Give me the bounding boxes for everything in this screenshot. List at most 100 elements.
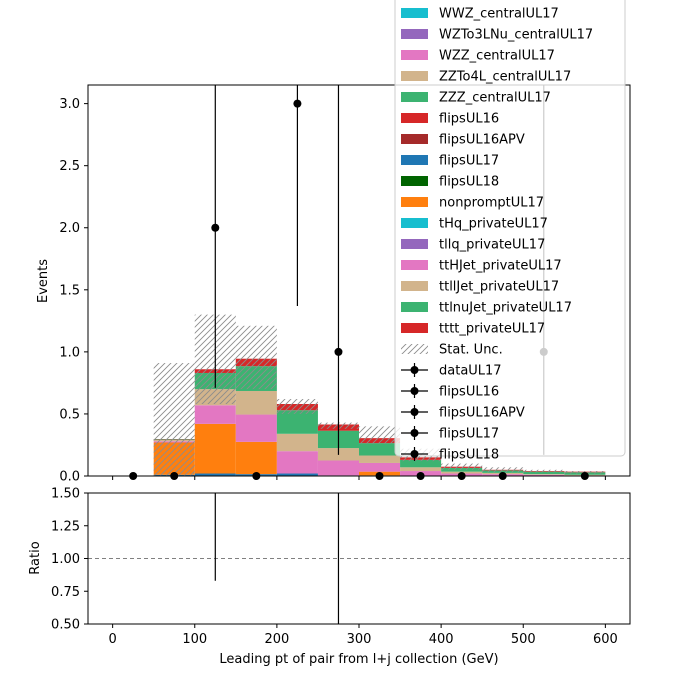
legend-label: ttllJet_privateUL17 bbox=[439, 280, 559, 295]
x-tick-label: 300 bbox=[347, 632, 372, 647]
legend-entry: flipsUL17 bbox=[401, 154, 499, 169]
stack-bar-flipsul17-bin-2 bbox=[194, 473, 236, 476]
legend-marker bbox=[410, 408, 419, 416]
legend-box bbox=[394, 0, 626, 457]
stack-bar-tthjet-privateul17-bin-5 bbox=[317, 460, 359, 476]
legend-marker bbox=[410, 450, 419, 458]
legend-label: WZTo3LNu_centralUL17 bbox=[439, 28, 593, 43]
stack-bar-ttlljet-privateul17-bin-7 bbox=[400, 467, 442, 472]
x-tick-label: 500 bbox=[511, 632, 536, 647]
ratio-y-tick-label: 1.00 bbox=[51, 552, 80, 567]
legend-entry: flipsUL16 bbox=[401, 384, 499, 400]
legend-entry: ZZTo4L_centralUL17 bbox=[401, 70, 571, 85]
stat-unc-band-bin-4 bbox=[276, 399, 318, 414]
main-y-tick-label: 0.0 bbox=[59, 470, 80, 485]
legend-entry: ttHJet_privateUL17 bbox=[401, 259, 562, 274]
stack-bar-tthjet-privateul17-bin-4 bbox=[276, 451, 318, 474]
legend-swatch bbox=[401, 323, 428, 333]
legend-swatch bbox=[401, 302, 428, 312]
stack-bar-tthjet-privateul17-bin-3 bbox=[235, 414, 277, 442]
legend-label: flipsUL17 bbox=[439, 154, 499, 169]
legend-label: ttHJet_privateUL17 bbox=[439, 259, 562, 274]
main-y-tick-label: 0.5 bbox=[59, 407, 80, 422]
x-tick-label: 200 bbox=[264, 632, 289, 647]
legend-label: flipsUL16APV bbox=[439, 133, 525, 148]
legend-entry: flipsUL16APV bbox=[401, 133, 525, 148]
stack-bar-ttlljet-privateul17-bin-6 bbox=[359, 455, 401, 463]
stack-bar-ttlnujet-privateul17-bin-4 bbox=[276, 410, 318, 434]
x-tick-label: 600 bbox=[593, 632, 618, 647]
legend-label: ttlnuJet_privateUL17 bbox=[439, 301, 572, 316]
legend-label: flipsUL16APV bbox=[439, 406, 525, 421]
legend-entry: flipsUL16 bbox=[401, 112, 499, 127]
stack-bar-ttlljet-privateul17-bin-3 bbox=[235, 390, 277, 415]
legend-entry: ttllJet_privateUL17 bbox=[401, 280, 559, 295]
stack-bar-nonpromptul17-bin-3 bbox=[235, 441, 277, 475]
ratio-y-tick-label: 0.75 bbox=[51, 585, 80, 600]
legend-swatch bbox=[401, 239, 428, 249]
legend-entry: ttlnuJet_privateUL17 bbox=[401, 301, 572, 316]
legend-label: nonpromptUL17 bbox=[439, 196, 544, 211]
x-tick-label: 0 bbox=[108, 632, 116, 647]
legend-entry: tttt_privateUL17 bbox=[401, 322, 545, 337]
legend-marker bbox=[410, 429, 419, 437]
legend-hatch-swatch bbox=[401, 344, 428, 354]
stack-bar-nonpromptul17-bin-2 bbox=[194, 423, 236, 474]
x-axis-label: Leading pt of pair from l+j collection (… bbox=[219, 652, 498, 667]
legend-label: WWZ_centralUL17 bbox=[439, 7, 559, 22]
main-y-axis-label: Events bbox=[36, 259, 51, 303]
legend-label: ZZTo4L_centralUL17 bbox=[439, 70, 571, 85]
main-y-tick-label: 3.0 bbox=[59, 97, 80, 112]
x-tick-label: 100 bbox=[182, 632, 207, 647]
ratio-y-axis-label: Ratio bbox=[28, 541, 43, 574]
legend-swatch bbox=[401, 50, 428, 60]
legend-entry: dataUL17 bbox=[401, 363, 502, 379]
legend-entry: WZZ_centralUL17 bbox=[401, 49, 555, 64]
legend-swatch bbox=[401, 197, 428, 207]
legend-swatch bbox=[401, 260, 428, 270]
stack-bar-ttlnujet-privateul17-bin-7 bbox=[400, 459, 442, 468]
legend-entry: WWZ_centralUL17 bbox=[401, 7, 559, 22]
data-point-bin-5 bbox=[334, 347, 343, 356]
stack-bar-ttlnujet-privateul17-bin-10 bbox=[523, 471, 565, 475]
legend-marker bbox=[410, 366, 419, 374]
legend-label: flipsUL18 bbox=[439, 175, 499, 190]
stack-bar-tthjet-privateul17-bin-10 bbox=[523, 474, 565, 476]
legend-entry: nonpromptUL17 bbox=[401, 196, 544, 211]
stat-unc-band-bin-9 bbox=[482, 467, 524, 473]
legend-label: flipsUL18 bbox=[439, 448, 499, 463]
legend-entry: WZTo3LNu_centralUL17 bbox=[401, 28, 593, 43]
legend-swatch bbox=[401, 134, 428, 144]
legend-label: dataUL17 bbox=[439, 364, 502, 379]
legend-label: flipsUL17 bbox=[439, 427, 499, 442]
ratio-y-tick-label: 0.50 bbox=[51, 618, 80, 633]
legend-swatch bbox=[401, 92, 428, 102]
main-y-tick-label: 2.0 bbox=[59, 221, 80, 236]
stack-bar-ttlnujet-privateul17-bin-6 bbox=[359, 443, 401, 456]
legend-swatch bbox=[401, 8, 428, 18]
main-y-tick-label: 2.5 bbox=[59, 159, 80, 174]
stack-bar-tthjet-privateul17-bin-6 bbox=[359, 462, 401, 472]
legend-label: tllq_privateUL17 bbox=[439, 238, 545, 253]
stack-bar-ttlljet-privateul17-bin-10 bbox=[523, 474, 565, 475]
stat-unc-band-bin-10 bbox=[523, 469, 565, 473]
legend-swatch bbox=[401, 155, 428, 165]
data-point-bin-4 bbox=[293, 99, 302, 108]
stack-bar-tthjet-privateul17-bin-2 bbox=[194, 405, 236, 424]
legend-swatch bbox=[401, 29, 428, 39]
ratio-plot-background bbox=[88, 493, 630, 624]
stack-bar-ttlljet-privateul17-bin-4 bbox=[276, 433, 318, 452]
legend: WWZ_centralUL17 WZTo3LNu_centralUL17 WZZ_c… bbox=[394, 0, 626, 463]
legend-entry: Stat. Unc. bbox=[401, 343, 503, 358]
legend-entry: flipsUL16APV bbox=[401, 405, 525, 421]
legend-swatch bbox=[401, 218, 428, 228]
main-y-tick-label: 1.5 bbox=[59, 283, 80, 298]
x-tick-label: 400 bbox=[429, 632, 454, 647]
legend-label: Stat. Unc. bbox=[439, 343, 503, 358]
legend-label: tttt_privateUL17 bbox=[439, 322, 545, 337]
legend-label: WZZ_centralUL17 bbox=[439, 49, 555, 64]
legend-label: tHq_privateUL17 bbox=[439, 217, 548, 232]
stat-unc-band-bin-6 bbox=[359, 426, 401, 444]
stat-unc-band-bin-3 bbox=[235, 325, 277, 390]
legend-entry: tllq_privateUL17 bbox=[401, 238, 545, 253]
